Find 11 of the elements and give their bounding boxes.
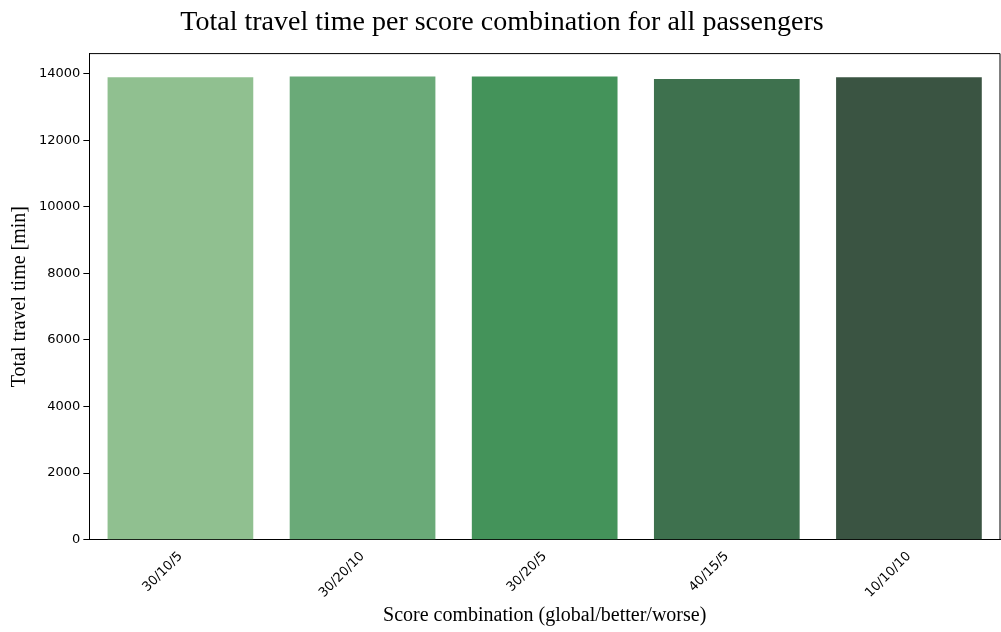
y-tick-label: 12000 (39, 131, 81, 147)
y-tick-label: 4000 (47, 397, 81, 413)
y-tick-label: 10000 (39, 198, 81, 214)
y-tick-label: 0 (72, 531, 81, 547)
y-tick-label: 2000 (47, 464, 81, 480)
y-tick-label: 8000 (47, 264, 81, 280)
y-tick-label: 14000 (39, 64, 81, 80)
y-tick-label: 6000 (47, 331, 81, 347)
x-axis-title: Score combination (global/better/worse) (383, 603, 707, 627)
y-axis-title: Total travel time [min] (7, 205, 30, 388)
chart-title: Total travel time per score combination for all passengers (180, 5, 824, 37)
